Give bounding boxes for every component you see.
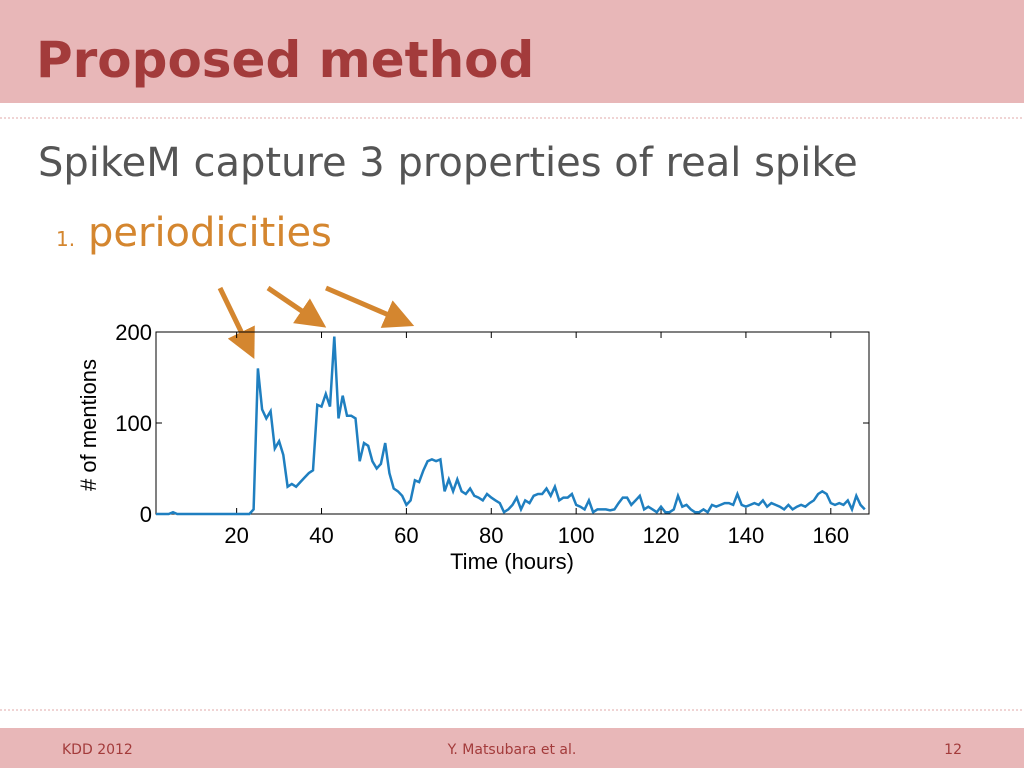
footer-left: KDD 2012 — [62, 742, 133, 758]
y-tick-label: 200 — [115, 320, 152, 345]
x-tick-label: 80 — [479, 523, 503, 548]
heading: SpikeM capture 3 properties of real spik… — [38, 140, 858, 186]
footer-right: 12 — [944, 742, 962, 758]
y-tick-label: 0 — [140, 502, 152, 527]
y-tick-label: 100 — [115, 411, 152, 436]
header-band — [0, 0, 1024, 103]
plot-frame — [155, 331, 870, 515]
list-item: periodicities — [88, 210, 332, 256]
x-tick-label: 100 — [558, 523, 595, 548]
footer-center: Y. Matsubara et al. — [447, 742, 577, 758]
x-tick-label: 40 — [309, 523, 333, 548]
x-tick-label: 120 — [643, 523, 680, 548]
footer-band — [0, 728, 1024, 768]
x-axis-title: Time (hours) — [450, 549, 574, 574]
x-tick-label: 140 — [728, 523, 765, 548]
x-tick-label: 60 — [394, 523, 418, 548]
y-axis-title: # of mentions — [76, 359, 101, 491]
x-tick-label: 20 — [224, 523, 248, 548]
arrows — [217, 285, 415, 360]
data-line — [156, 336, 866, 516]
x-tick-label: 160 — [812, 523, 849, 548]
list-marker: 1. — [56, 227, 75, 251]
slide-title: Proposed method — [36, 31, 534, 89]
